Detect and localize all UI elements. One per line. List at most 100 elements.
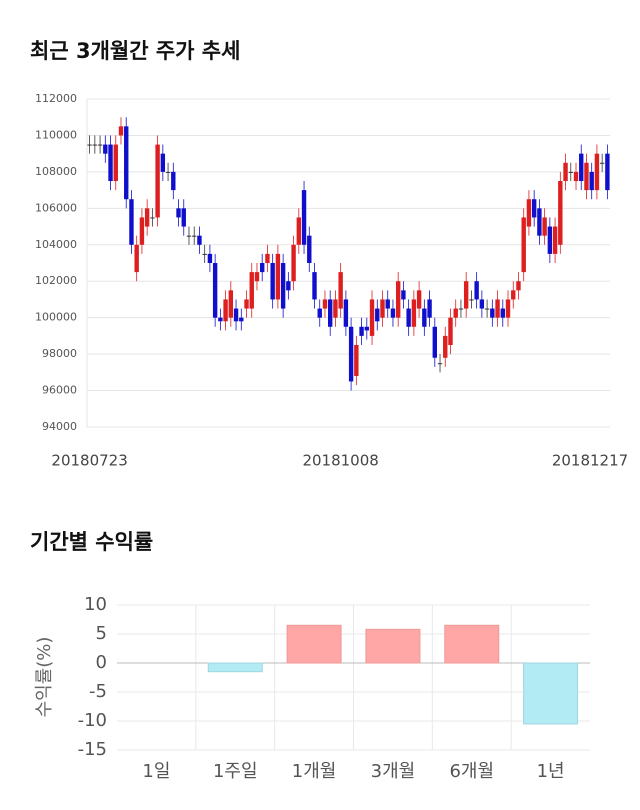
candle-body (579, 153, 584, 181)
candle-body (181, 208, 186, 227)
candle-body (364, 326, 370, 331)
x-tick-label: 20180723 (51, 452, 127, 470)
candle-body (599, 162, 605, 164)
candle-body (202, 253, 207, 255)
candle-body (484, 308, 490, 310)
chart-title: 최근 3개월간 주가 추세 (30, 39, 240, 63)
candle-body (380, 299, 385, 318)
y-tick-label: 94000 (42, 420, 77, 433)
candle-body (422, 308, 427, 327)
bar (365, 628, 421, 664)
candle-body (453, 308, 458, 318)
candle-body (97, 144, 103, 146)
candle-body (301, 190, 307, 245)
bar (207, 662, 263, 673)
candle-body (526, 199, 532, 227)
candle-body (463, 281, 469, 309)
candle-body (186, 235, 192, 237)
candle-body (113, 144, 118, 181)
y-tick-label: 112000 (35, 92, 77, 105)
candle-body (87, 144, 92, 146)
candle-body (558, 181, 563, 245)
candle-body (348, 326, 354, 382)
candle-body (432, 326, 437, 358)
candle-body (197, 235, 202, 245)
candle-body (239, 317, 244, 322)
candle-body (584, 162, 589, 191)
y-tick-label: 100000 (35, 311, 77, 324)
x-tick-label: 20181008 (302, 452, 378, 470)
candle-body (176, 208, 181, 218)
y-tick-label: 0 (96, 652, 107, 673)
candle-body (395, 281, 401, 318)
candle-body (139, 217, 145, 245)
candle-body (401, 290, 406, 300)
bar (286, 624, 342, 664)
candle-body (228, 290, 234, 318)
candle-body (150, 217, 155, 219)
candle-body (249, 272, 254, 309)
candle-body (192, 235, 197, 237)
y-axis-label: 수익률(%) (34, 637, 55, 718)
candle-body (322, 299, 328, 309)
y-tick-label: 96000 (42, 384, 77, 397)
candle-body (589, 171, 594, 191)
candle-body (129, 199, 134, 245)
candle-body (296, 217, 302, 245)
candle-body (155, 144, 160, 218)
candle-body (207, 253, 213, 263)
candle-body (171, 171, 176, 191)
y-tick-label: 10 (84, 594, 107, 615)
candle-body (448, 317, 453, 345)
candle-body (275, 253, 281, 300)
y-tick-label: 108000 (35, 165, 77, 178)
x-tick-label: 1개월 (292, 761, 337, 782)
candle-body (437, 363, 443, 365)
candle-body (563, 162, 568, 181)
candle-body (291, 244, 296, 282)
candle-body (573, 171, 579, 181)
x-tick-label: 1년 (537, 761, 565, 782)
candle-body (260, 263, 265, 273)
candle-body (552, 226, 558, 254)
x-tick-label: 6개월 (449, 761, 494, 782)
candle-body (118, 126, 124, 136)
candle-body (108, 144, 113, 181)
candle-body (490, 308, 495, 318)
candle-body (338, 272, 343, 309)
candle-body (594, 153, 600, 191)
y-tick-label: -10 (78, 710, 107, 731)
candle-body (521, 217, 526, 273)
candle-body (124, 126, 129, 200)
y-tick-label: 104000 (35, 238, 77, 251)
candle-body (134, 244, 139, 273)
candle-body (516, 281, 521, 291)
candle-body (103, 144, 108, 154)
candle-body (469, 299, 474, 301)
candle-body (92, 144, 98, 146)
candle-body (233, 308, 239, 322)
candle-body (474, 281, 479, 300)
candle-body (568, 171, 573, 173)
candle-body (443, 335, 448, 358)
candle-body (144, 208, 150, 227)
candle-body (165, 171, 171, 173)
candle-body (280, 263, 286, 309)
candle-body (160, 153, 166, 172)
candle-body (547, 226, 553, 254)
candle-body (218, 317, 223, 322)
candle-body (458, 308, 464, 310)
candle-body (369, 299, 375, 336)
candle-body (385, 299, 390, 309)
x-tick-label: 1주일 (213, 761, 258, 782)
candle-body (511, 290, 516, 300)
candle-body (537, 208, 542, 236)
y-tick-label: 5 (96, 623, 107, 644)
candle-body (375, 308, 380, 322)
candle-body (542, 217, 547, 236)
candle-body (479, 299, 485, 309)
candle-body (265, 253, 270, 263)
candle-body (286, 281, 291, 291)
x-tick-label: 3개월 (371, 761, 416, 782)
